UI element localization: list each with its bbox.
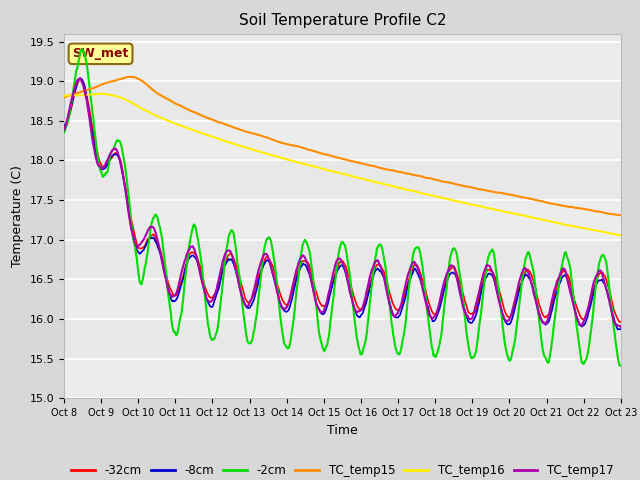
-8cm xyxy=(614,326,621,332)
Bar xyxy=(64,121,621,160)
Line: -8cm: -8cm xyxy=(64,78,621,329)
Line: TC_temp15: TC_temp15 xyxy=(64,77,621,215)
TC_temp16 xyxy=(214,136,222,142)
-2cm xyxy=(60,130,68,135)
Line: TC_temp16: TC_temp16 xyxy=(64,94,621,235)
TC_temp16 xyxy=(411,189,419,194)
TC_temp17 xyxy=(60,127,68,133)
TC_temp16 xyxy=(428,192,435,198)
TC_temp16 xyxy=(60,93,68,98)
-32cm xyxy=(185,253,193,259)
-8cm xyxy=(70,92,78,98)
TC_temp15 xyxy=(185,107,193,113)
TC_temp17 xyxy=(428,315,435,321)
-2cm xyxy=(617,363,625,369)
-8cm xyxy=(617,326,625,332)
TC_temp17 xyxy=(214,279,222,285)
TC_temp16 xyxy=(185,126,193,132)
-2cm xyxy=(214,322,222,328)
X-axis label: Time: Time xyxy=(327,424,358,437)
TC_temp15 xyxy=(428,176,435,181)
-2cm xyxy=(78,46,86,52)
Line: -32cm: -32cm xyxy=(64,78,621,322)
Title: Soil Temperature Profile C2: Soil Temperature Profile C2 xyxy=(239,13,446,28)
TC_temp16 xyxy=(617,232,625,238)
TC_temp16 xyxy=(98,91,106,96)
-8cm xyxy=(214,288,222,293)
-32cm xyxy=(428,306,435,312)
Y-axis label: Temperature (C): Temperature (C) xyxy=(11,165,24,267)
-32cm xyxy=(617,319,625,324)
-32cm xyxy=(128,220,136,226)
TC_temp15 xyxy=(125,74,133,80)
-8cm xyxy=(60,122,68,128)
TC_temp15 xyxy=(60,95,68,100)
-2cm xyxy=(128,228,136,234)
TC_temp17 xyxy=(185,247,193,252)
Bar xyxy=(64,42,621,81)
Bar xyxy=(64,359,621,398)
-32cm xyxy=(214,285,222,290)
TC_temp17 xyxy=(70,87,78,93)
TC_temp15 xyxy=(617,212,625,218)
-8cm xyxy=(128,229,136,235)
-32cm xyxy=(616,319,624,325)
Line: -2cm: -2cm xyxy=(64,49,621,366)
-2cm xyxy=(428,339,435,345)
Line: TC_temp17: TC_temp17 xyxy=(64,79,621,327)
-32cm xyxy=(60,123,68,129)
Text: SW_met: SW_met xyxy=(72,48,129,60)
Legend: -32cm, -8cm, -2cm, TC_temp15, TC_temp16, TC_temp17: -32cm, -8cm, -2cm, TC_temp15, TC_temp16,… xyxy=(67,459,618,480)
-8cm xyxy=(185,256,193,262)
TC_temp16 xyxy=(128,100,136,106)
Bar xyxy=(64,200,621,240)
-8cm xyxy=(428,314,435,320)
-2cm xyxy=(185,248,193,254)
Bar xyxy=(64,279,621,319)
-2cm xyxy=(411,246,419,252)
TC_temp17 xyxy=(128,229,136,235)
TC_temp15 xyxy=(411,172,419,178)
TC_temp15 xyxy=(214,119,222,125)
-8cm xyxy=(76,75,84,81)
TC_temp16 xyxy=(70,92,78,98)
-32cm xyxy=(411,262,419,267)
TC_temp17 xyxy=(617,324,625,330)
TC_temp15 xyxy=(128,74,136,80)
-32cm xyxy=(76,75,84,81)
-32cm xyxy=(70,93,78,99)
-2cm xyxy=(70,82,78,87)
TC_temp17 xyxy=(411,260,419,265)
TC_temp17 xyxy=(76,76,83,82)
TC_temp15 xyxy=(70,91,78,97)
-8cm xyxy=(411,265,419,271)
